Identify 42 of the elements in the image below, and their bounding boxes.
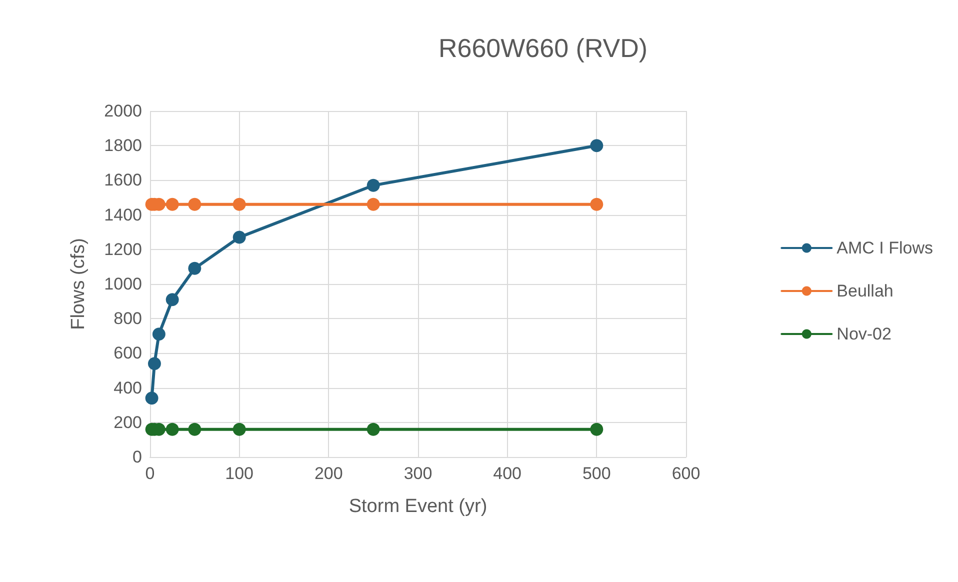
point: [366, 198, 380, 211]
point: [590, 422, 604, 436]
x-tick-label: 500: [582, 464, 611, 483]
y-tick-label: 0: [132, 448, 142, 466]
point: [188, 262, 202, 275]
x-tick-label: 200: [314, 464, 343, 483]
y-tick-label: 400: [114, 378, 142, 398]
x-tick-label: 100: [225, 464, 254, 483]
x-tick-label: 600: [672, 464, 700, 483]
point: [232, 198, 246, 211]
legend-label: AMC I Flows: [836, 238, 934, 258]
legend-label: Beullah: [836, 282, 894, 300]
point: [145, 392, 158, 405]
legend-label: Nov-02: [836, 324, 892, 344]
x-tick-label: 400: [493, 464, 522, 483]
chart-title: R660W660 (RVD): [438, 33, 648, 63]
y-tick-label: 200: [114, 412, 142, 432]
x-tick-label: 0: [145, 464, 155, 483]
point: [232, 422, 246, 436]
y-tick-label: 600: [114, 344, 142, 363]
point: [148, 357, 161, 370]
y-tick-label: 1200: [104, 240, 142, 259]
point: [152, 328, 166, 341]
y-tick-label: 1800: [104, 136, 142, 156]
y-tick-label: 1000: [104, 274, 142, 294]
x-axis-title: Storm Event (yr): [348, 496, 488, 517]
y-tick-label: 2000: [104, 102, 142, 120]
point: [232, 230, 246, 244]
point: [590, 198, 604, 211]
point: [366, 422, 380, 436]
point: [166, 422, 179, 436]
y-tick-label: 800: [114, 309, 142, 328]
point: [166, 198, 179, 211]
point: [188, 198, 202, 211]
point: [590, 139, 604, 152]
y-axis-title: Flows (cfs): [68, 238, 89, 330]
y-tick-label: 1400: [104, 205, 142, 224]
point: [366, 178, 380, 192]
y-tick-label: 1600: [104, 170, 142, 190]
point: [188, 422, 202, 436]
x-tick-label: 300: [404, 464, 432, 483]
point: [166, 293, 179, 306]
